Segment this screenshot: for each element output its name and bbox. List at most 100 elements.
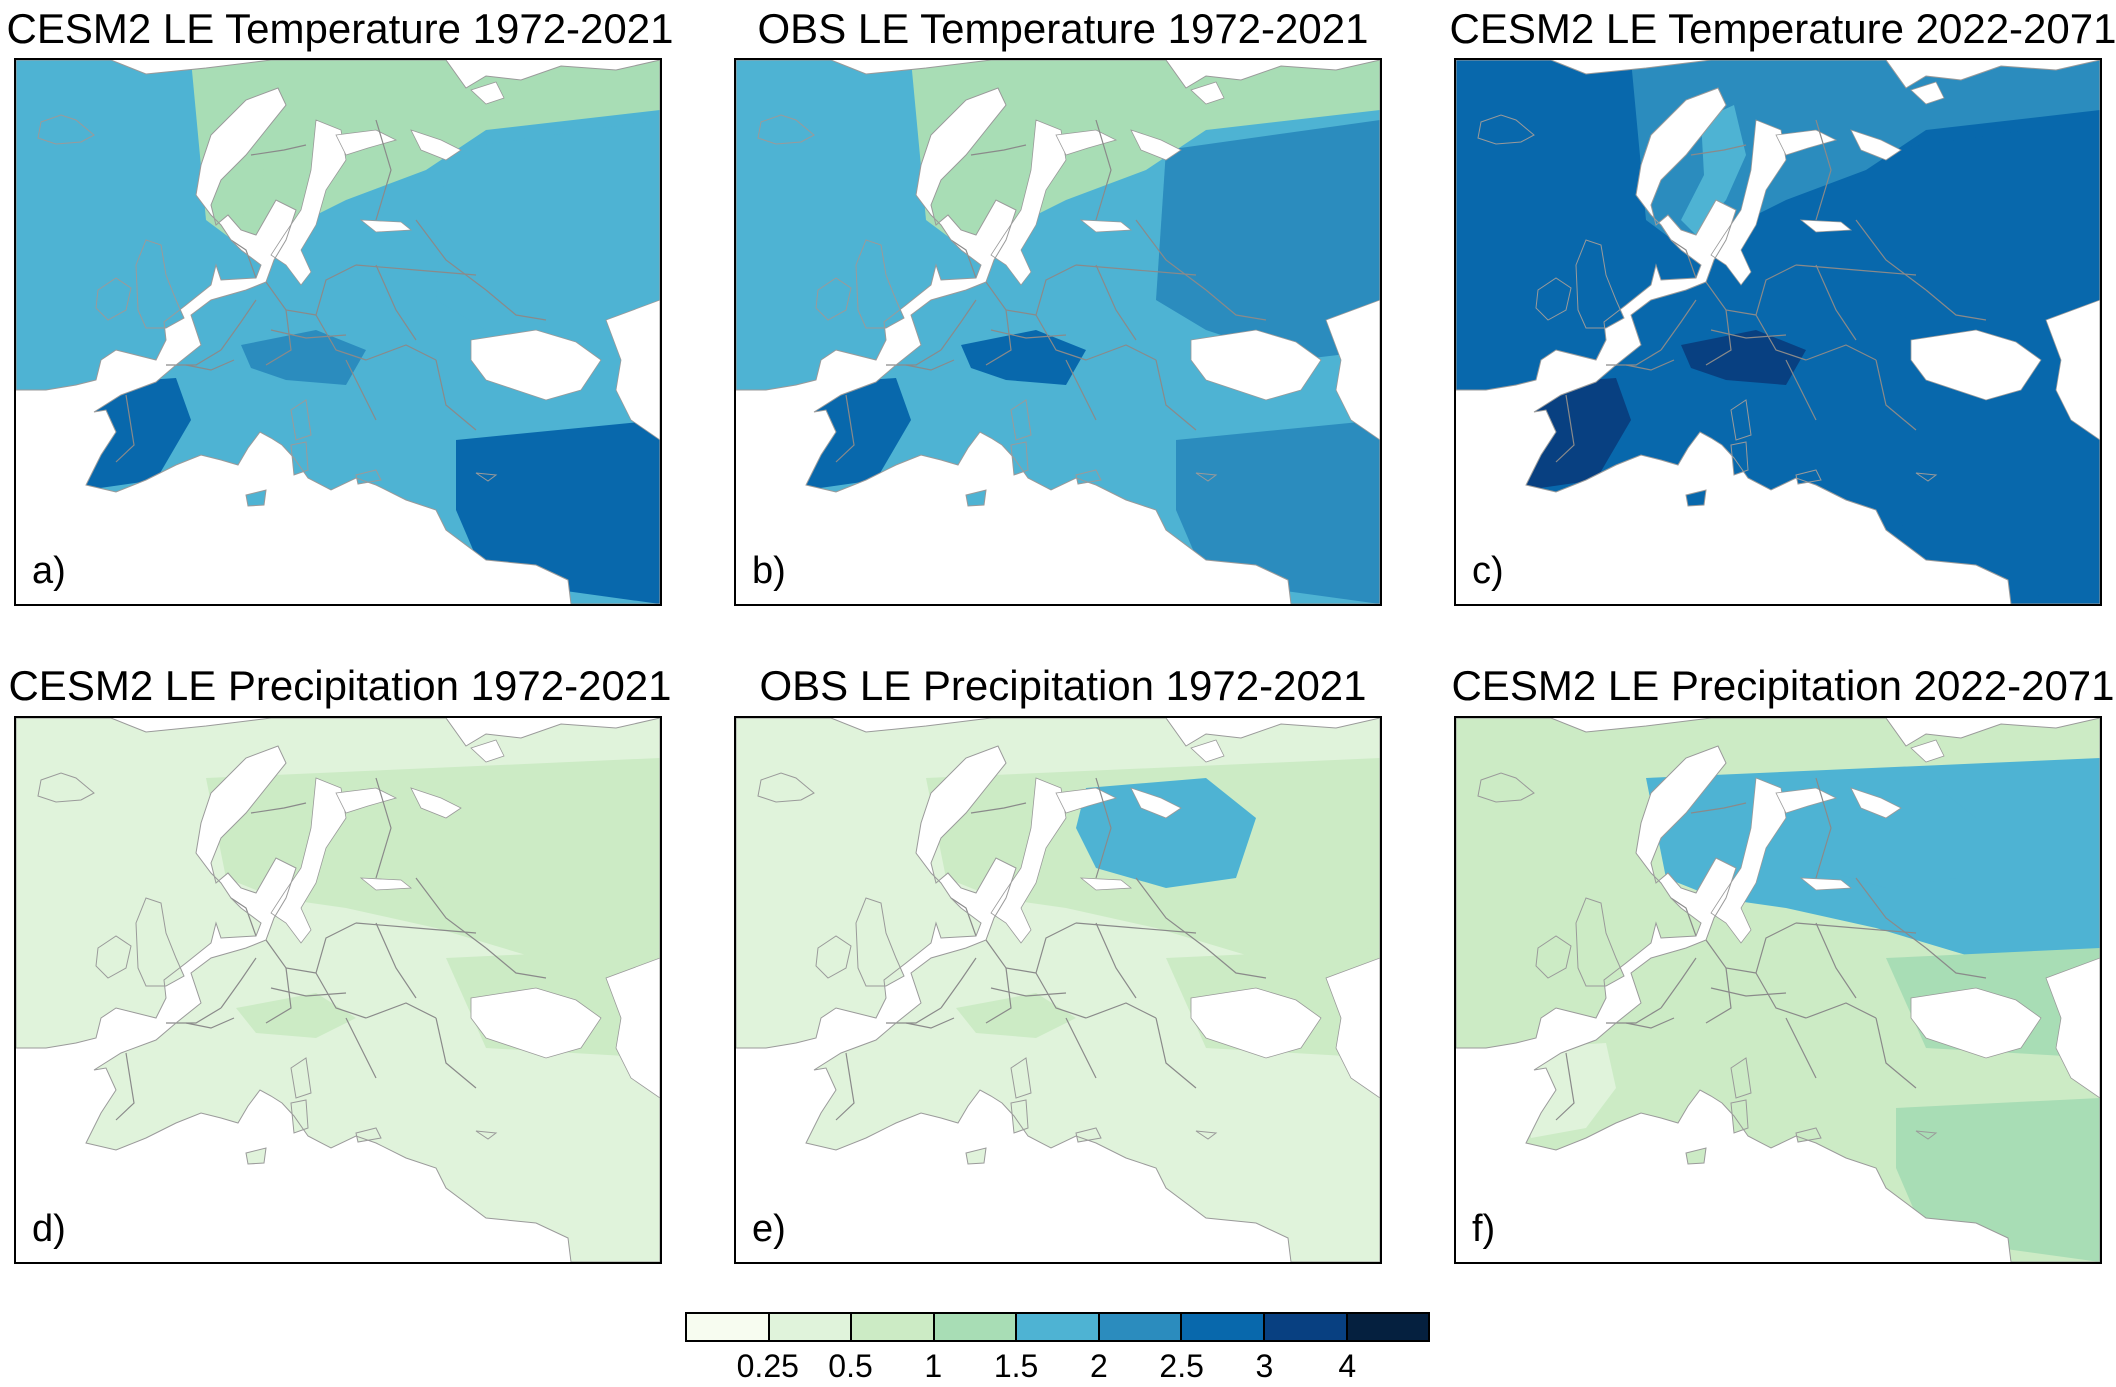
colorbar-swatch <box>1264 1314 1348 1340</box>
country-border <box>250 144 307 156</box>
field-scandinavia-mountains <box>961 105 1026 235</box>
colorbar-tick-label: 2 <box>1089 1348 1108 1384</box>
country-border <box>345 359 377 421</box>
country-border <box>435 359 477 431</box>
country-border <box>1755 972 1807 1019</box>
island-coastline <box>1730 1057 1752 1099</box>
country-border <box>265 309 292 366</box>
colorbar-tick-label: 4 <box>1338 1348 1357 1384</box>
field-anatolia <box>456 1098 660 1262</box>
country-border <box>970 802 1027 814</box>
sea <box>1190 987 1322 1059</box>
field-scandinavia-mountains <box>1076 778 1256 888</box>
island-coastline <box>290 441 309 476</box>
country-border <box>365 344 437 361</box>
country-border <box>1815 264 1857 341</box>
country-border <box>1690 802 1747 814</box>
country-border <box>230 897 257 937</box>
panel-letter-a: a) <box>32 550 66 592</box>
island-coastline <box>355 1127 382 1143</box>
island-coastline <box>1575 897 1625 987</box>
panel-title-e: OBS LE Precipitation 1972-2021 <box>759 662 1367 709</box>
country-border <box>940 957 977 1009</box>
island-coastline <box>1730 1099 1749 1134</box>
country-border <box>185 1017 235 1029</box>
field-n-africa <box>1596 528 1876 604</box>
panel-title-d: CESM2 LE Precipitation 1972-2021 <box>8 662 672 709</box>
colorbar-tick-label: 3 <box>1255 1348 1274 1384</box>
colorbar-tick-label: 1 <box>924 1348 943 1384</box>
island-coastline <box>37 772 95 803</box>
map-a <box>16 60 660 604</box>
colorbar-tick-label: 1.5 <box>993 1348 1039 1384</box>
field-anatolia <box>1896 420 2100 604</box>
island-coastline <box>1477 114 1535 145</box>
field-scandinavia-mountains <box>1796 778 1976 888</box>
field-n-africa <box>156 528 436 604</box>
field-iberia <box>806 1043 896 1138</box>
country-border <box>835 1052 855 1121</box>
panel-title-a: CESM2 LE Temperature 1972-2021 <box>6 5 674 52</box>
country-border <box>950 897 977 937</box>
country-border <box>1705 309 1732 366</box>
field-east <box>436 120 660 360</box>
country-border <box>1075 264 1197 276</box>
map-panel-c: c) <box>1454 58 2102 606</box>
island-coastline <box>1075 469 1102 485</box>
country-border <box>1035 922 1077 974</box>
sea <box>470 987 602 1059</box>
island-coastline <box>855 897 905 987</box>
country-border <box>345 1017 377 1079</box>
field-alps <box>1676 993 1796 1038</box>
field-alps <box>956 993 1076 1038</box>
sea <box>270 119 347 286</box>
country-border <box>990 329 1067 339</box>
country-border <box>1755 922 1797 974</box>
sea <box>1910 987 2042 1059</box>
field-iberia <box>796 378 911 490</box>
country-border <box>315 922 357 974</box>
coastline <box>16 718 660 1262</box>
country-border <box>1095 119 1112 221</box>
island-coastline <box>1685 489 1707 507</box>
country-border <box>1555 1052 1575 1121</box>
field-alps <box>961 330 1086 385</box>
country-border <box>1690 144 1747 156</box>
island-coastline <box>965 1147 987 1165</box>
country-border <box>835 394 855 463</box>
country-border <box>270 987 347 997</box>
field-scandinavia-mountains <box>1681 105 1746 235</box>
country-border <box>1755 264 1797 316</box>
field-iberia <box>1526 1043 1616 1138</box>
colorbar-swatch <box>1182 1314 1265 1340</box>
field-alps <box>1681 330 1806 385</box>
country-border <box>1075 922 1197 934</box>
coastline <box>1456 718 2100 1262</box>
country-border <box>1205 947 1267 979</box>
field-east <box>1156 120 1380 360</box>
island-coastline <box>1195 1130 1218 1140</box>
country-border <box>485 289 547 321</box>
map-c <box>1456 60 2100 604</box>
sea <box>359 219 413 233</box>
country-border <box>1795 264 1917 276</box>
island-coastline <box>757 772 815 803</box>
sea <box>1190 739 1225 763</box>
country-border <box>1035 972 1087 1019</box>
country-border <box>1755 314 1807 361</box>
country-border <box>1155 1017 1197 1089</box>
map-panel-d: d) <box>14 716 662 1264</box>
island-coastline <box>1730 399 1752 441</box>
country-border <box>1815 119 1832 221</box>
map-panel-f: f) <box>1454 716 2102 1264</box>
country-border <box>375 777 392 879</box>
field-n-africa <box>876 528 1156 604</box>
country-border <box>375 119 392 221</box>
island-coastline <box>1477 772 1535 803</box>
country-border <box>1855 877 1927 949</box>
sea <box>470 329 602 401</box>
country-border <box>1205 289 1267 321</box>
country-border <box>1875 359 1917 431</box>
island-coastline <box>1795 1127 1822 1143</box>
panel-title-f: CESM2 LE Precipitation 2022-2071 <box>1451 662 2115 709</box>
